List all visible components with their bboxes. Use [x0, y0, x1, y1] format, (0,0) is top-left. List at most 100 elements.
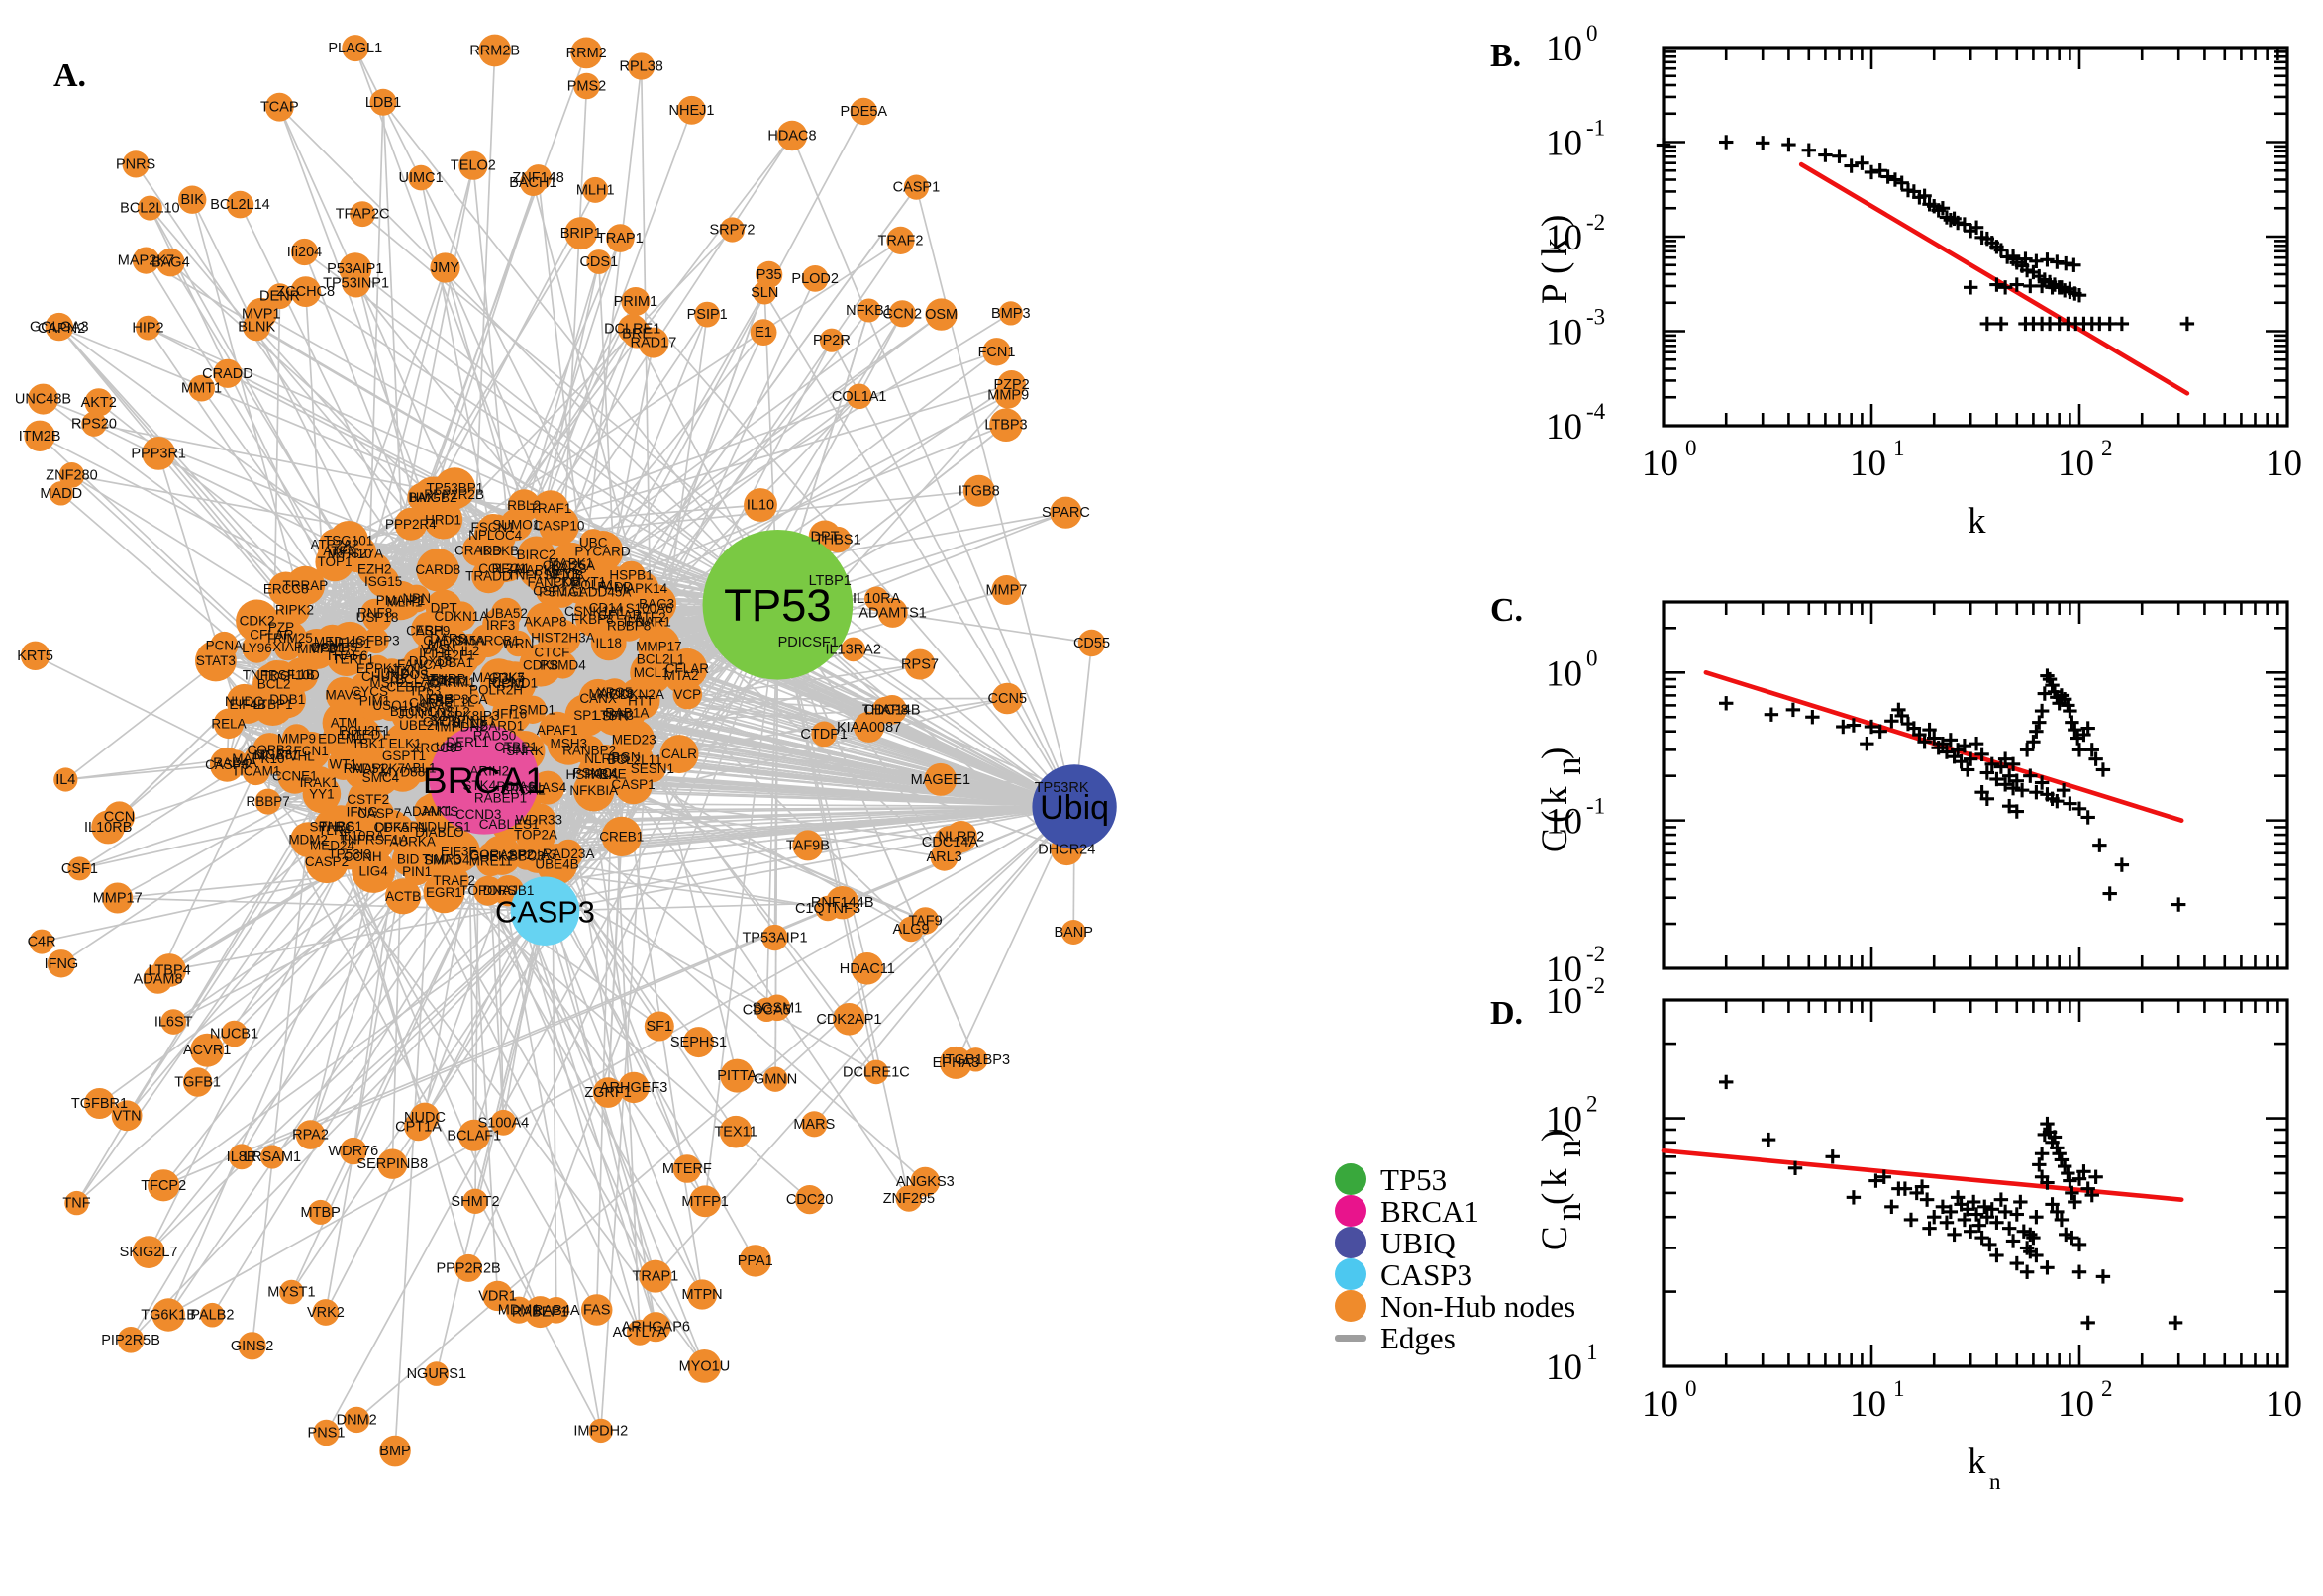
network-node[interactable] — [340, 1137, 367, 1165]
network-node[interactable] — [590, 625, 627, 661]
network-node[interactable] — [776, 120, 808, 151]
network-node[interactable] — [877, 597, 908, 628]
network-node[interactable] — [264, 92, 294, 122]
network-node[interactable] — [377, 1148, 408, 1179]
network-node[interactable] — [898, 916, 924, 943]
hub-node-casp3[interactable] — [510, 876, 580, 946]
network-node[interactable] — [24, 420, 55, 451]
network-node[interactable] — [84, 1088, 115, 1119]
network-node[interactable] — [195, 640, 237, 682]
network-node[interactable] — [178, 185, 207, 214]
network-node[interactable] — [481, 835, 522, 875]
network-node[interactable] — [578, 761, 605, 788]
network-node[interactable] — [209, 747, 245, 782]
network-node[interactable] — [391, 843, 425, 876]
network-node[interactable] — [290, 238, 319, 266]
network-node[interactable] — [84, 388, 113, 417]
network-node[interactable] — [213, 708, 245, 740]
network-node[interactable] — [295, 1120, 326, 1149]
network-node[interactable] — [229, 1144, 254, 1170]
network-node[interactable] — [549, 651, 577, 679]
network-node[interactable] — [904, 648, 936, 680]
network-node[interactable] — [524, 1296, 556, 1329]
network-node[interactable] — [416, 549, 459, 592]
network-node[interactable] — [490, 554, 519, 583]
network-node[interactable] — [490, 1109, 517, 1136]
network-node[interactable] — [200, 1302, 225, 1328]
network-node[interactable] — [924, 762, 958, 796]
network-node[interactable] — [142, 437, 176, 470]
network-node[interactable] — [81, 411, 107, 437]
network-node[interactable] — [851, 952, 884, 985]
network-node[interactable] — [49, 481, 73, 506]
network-node[interactable] — [694, 301, 721, 328]
network-node[interactable] — [857, 298, 881, 323]
network-node[interactable] — [136, 315, 160, 341]
network-node[interactable] — [160, 1009, 186, 1035]
network-node[interactable] — [719, 217, 746, 243]
network-node[interactable] — [182, 1067, 213, 1097]
network-node[interactable] — [152, 953, 187, 987]
network-node[interactable] — [755, 997, 779, 1022]
network-node[interactable] — [242, 633, 272, 663]
network-node[interactable] — [47, 949, 76, 978]
network-node[interactable] — [621, 287, 651, 316]
network-node[interactable] — [546, 576, 577, 608]
network-node[interactable] — [385, 878, 422, 915]
network-node[interactable] — [846, 383, 872, 410]
network-node[interactable] — [423, 500, 463, 540]
network-node[interactable] — [458, 150, 488, 180]
network-node[interactable] — [815, 895, 841, 922]
network-node[interactable] — [895, 1185, 923, 1212]
network-node[interactable] — [156, 248, 185, 277]
network-node[interactable] — [989, 408, 1023, 443]
network-node[interactable] — [67, 856, 92, 881]
network-node[interactable] — [850, 97, 877, 126]
network-node[interactable] — [582, 176, 609, 203]
network-node[interactable] — [344, 1406, 370, 1434]
network-node[interactable] — [253, 736, 293, 774]
network-node[interactable] — [579, 529, 607, 556]
network-node[interactable] — [507, 489, 541, 522]
network-node[interactable] — [573, 72, 600, 100]
network-node[interactable] — [346, 820, 378, 852]
network-node[interactable] — [888, 300, 916, 328]
network-node[interactable] — [945, 821, 977, 853]
network-node[interactable] — [677, 95, 706, 125]
network-node[interactable] — [588, 1418, 613, 1444]
network-node[interactable] — [739, 1245, 771, 1277]
network-node[interactable] — [238, 1332, 266, 1360]
network-node[interactable] — [863, 1059, 889, 1085]
network-node[interactable] — [213, 358, 243, 388]
network-node[interactable] — [404, 1112, 433, 1142]
network-node[interactable] — [20, 641, 50, 670]
network-node[interactable] — [352, 727, 385, 760]
network-node[interactable] — [407, 482, 437, 512]
network-node[interactable] — [991, 682, 1024, 715]
network-node[interactable] — [991, 575, 1022, 605]
network-node[interactable] — [628, 52, 656, 80]
network-node[interactable] — [117, 1327, 145, 1353]
network-node[interactable] — [326, 676, 362, 714]
network-node[interactable] — [137, 195, 162, 221]
network-node[interactable] — [29, 929, 54, 954]
network-node[interactable] — [122, 150, 150, 178]
network-node[interactable] — [618, 1071, 650, 1104]
network-node[interactable] — [50, 316, 74, 341]
network-node[interactable] — [152, 1298, 185, 1332]
network-node[interactable] — [939, 1046, 972, 1079]
network-node[interactable] — [750, 319, 777, 346]
network-node[interactable] — [338, 534, 377, 573]
network-node[interactable] — [28, 383, 58, 415]
network-node[interactable] — [290, 276, 322, 307]
network-node[interactable] — [525, 602, 565, 642]
network-node[interactable] — [819, 328, 845, 352]
network-node[interactable] — [490, 597, 523, 630]
network-node[interactable] — [994, 381, 1022, 409]
network-node[interactable] — [245, 297, 277, 330]
network-node[interactable] — [903, 174, 930, 200]
network-node[interactable] — [102, 882, 134, 914]
network-node[interactable] — [322, 720, 360, 758]
network-node[interactable] — [519, 644, 562, 687]
network-node[interactable] — [833, 1003, 865, 1036]
